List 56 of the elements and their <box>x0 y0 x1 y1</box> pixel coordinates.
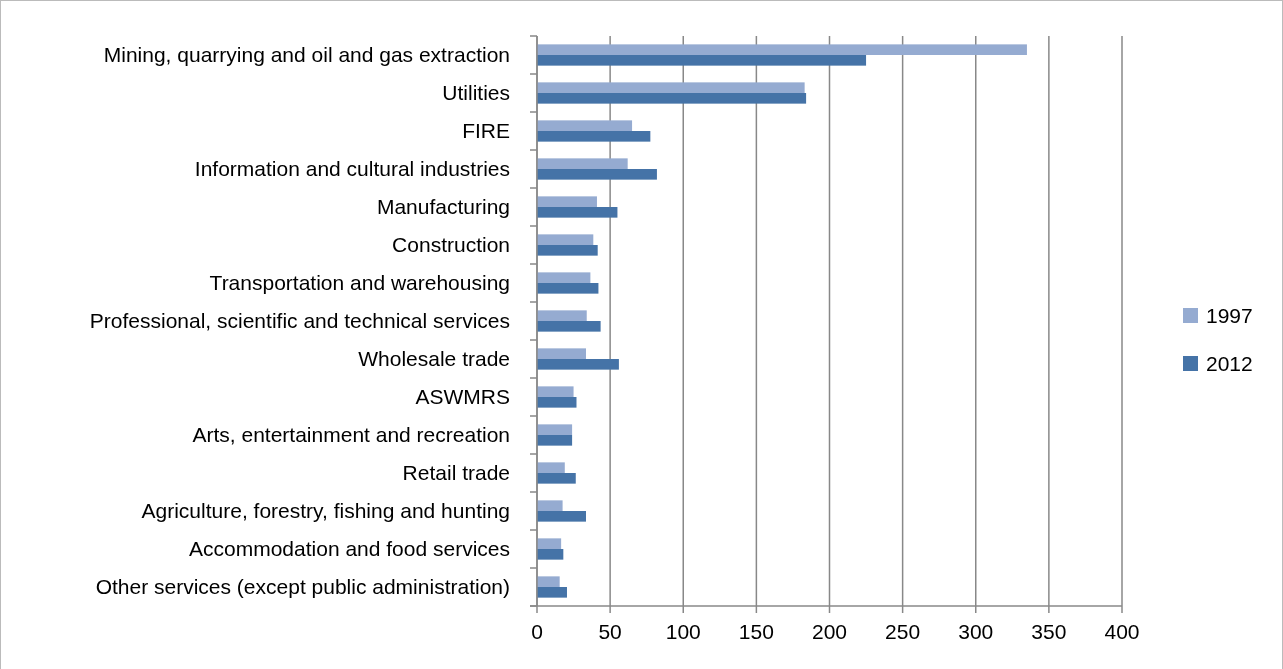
bar <box>537 158 628 169</box>
bar <box>537 234 594 245</box>
y-tick-label: Utilities <box>442 81 510 104</box>
bar <box>537 549 564 560</box>
bar <box>537 207 618 218</box>
x-tick-label: 250 <box>885 620 921 643</box>
bar <box>537 120 633 131</box>
bar <box>537 196 597 207</box>
legend-label: 2012 <box>1206 352 1253 375</box>
y-tick-label: Retail trade <box>402 461 510 484</box>
bar <box>537 397 577 408</box>
bar <box>537 462 565 473</box>
y-tick-label: Agriculture, forestry, fishing and hunting <box>141 499 510 522</box>
x-tick-label: 100 <box>665 620 701 643</box>
y-tick-label: Information and cultural industries <box>194 157 510 180</box>
x-tick-label: 300 <box>958 620 994 643</box>
bar <box>537 348 586 359</box>
y-tick-label: FIRE <box>462 119 510 142</box>
bar <box>537 131 651 142</box>
bar <box>537 272 591 283</box>
y-tick-label: Manufacturing <box>376 195 510 218</box>
bar <box>537 310 587 321</box>
bar <box>537 587 567 598</box>
y-tick-label: ASWMRS <box>415 385 510 408</box>
x-tick-label: 0 <box>531 620 543 643</box>
bar <box>537 500 563 511</box>
bar <box>537 93 807 104</box>
bar <box>537 538 562 549</box>
bar <box>537 424 573 435</box>
bar <box>537 44 1027 55</box>
bar <box>537 82 805 93</box>
bar <box>537 576 560 587</box>
y-tick-label: Accommodation and food services <box>189 537 510 560</box>
y-tick-label: Transportation and warehousing <box>209 271 510 294</box>
bar <box>537 473 576 484</box>
bar <box>537 321 601 332</box>
x-tick-label: 400 <box>1104 620 1140 643</box>
y-tick-label: Other services (except public administration) <box>95 575 510 598</box>
x-tick-label: 200 <box>811 620 848 643</box>
bar <box>537 435 573 446</box>
x-tick-label: 150 <box>738 620 774 643</box>
bar <box>537 245 598 256</box>
bar <box>537 283 599 294</box>
y-tick-label: Professional, scientific and technical services <box>89 309 510 332</box>
bar <box>537 169 657 180</box>
bar <box>537 55 867 66</box>
x-tick-label: 50 <box>598 620 622 643</box>
x-tick-label: 350 <box>1031 620 1067 643</box>
y-tick-label: Construction <box>392 233 510 256</box>
y-tick-label: Wholesale trade <box>358 347 510 370</box>
y-tick-label: Arts, entertainment and recreation <box>192 423 510 446</box>
bar <box>537 359 619 370</box>
legend-label: 1997 <box>1206 304 1253 327</box>
bar <box>537 511 586 522</box>
bar <box>537 386 574 397</box>
y-tick-label: Mining, quarrying and oil and gas extraction <box>103 43 510 66</box>
